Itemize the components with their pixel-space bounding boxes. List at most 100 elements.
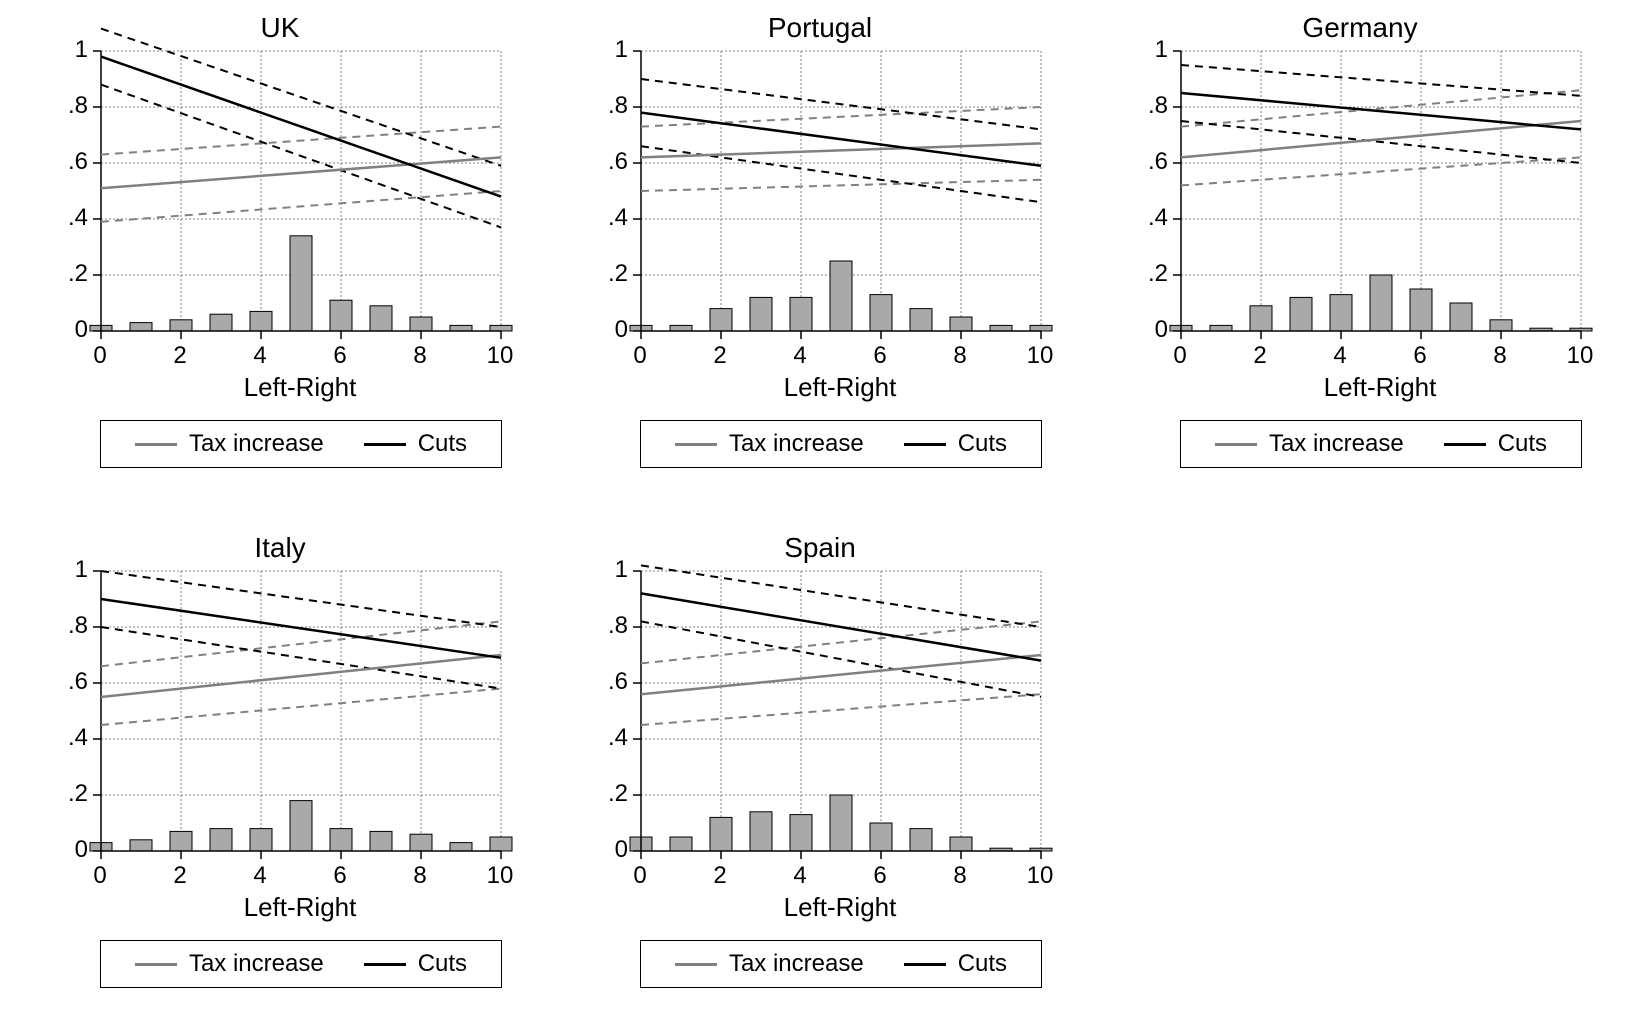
tax-line bbox=[101, 655, 501, 697]
ytick-label: 1 bbox=[615, 556, 628, 584]
hist-bar bbox=[1290, 297, 1312, 331]
plot-area bbox=[1180, 50, 1582, 332]
hist-bar bbox=[1210, 325, 1232, 331]
xtick-label: 4 bbox=[245, 342, 275, 370]
hist-bar bbox=[330, 829, 352, 851]
ytick-label: 0 bbox=[615, 836, 628, 864]
xtick-label: 10 bbox=[1025, 342, 1055, 370]
xtick-label: 4 bbox=[785, 342, 815, 370]
ytick-label: 1 bbox=[75, 36, 88, 64]
hist-bar bbox=[250, 311, 272, 331]
hist-bar bbox=[950, 317, 972, 331]
hist-bar bbox=[330, 300, 352, 331]
tax-line bbox=[101, 157, 501, 188]
ytick-label: 0 bbox=[75, 836, 88, 864]
hist-bar bbox=[910, 309, 932, 331]
legend-item: Cuts bbox=[364, 950, 467, 978]
hist-bar bbox=[210, 314, 232, 331]
legend-swatch bbox=[1444, 443, 1486, 446]
legend: Tax increase Cuts bbox=[640, 940, 1042, 988]
xtick-label: 6 bbox=[1405, 342, 1435, 370]
hist-bar bbox=[130, 323, 152, 331]
panel-title: Italy bbox=[40, 532, 520, 564]
legend: Tax increaseCuts bbox=[100, 940, 502, 988]
legend-item: Tax increase bbox=[675, 950, 864, 978]
xtick-label: 6 bbox=[325, 342, 355, 370]
legend-item: Cuts bbox=[904, 430, 1007, 458]
ytick-label: 1 bbox=[1155, 36, 1168, 64]
legend-swatch bbox=[675, 443, 717, 446]
xtick-label: 6 bbox=[865, 342, 895, 370]
xtick-label: 0 bbox=[85, 862, 115, 890]
xtick-label: 2 bbox=[705, 342, 735, 370]
plot-area bbox=[100, 50, 502, 332]
hist-bar bbox=[250, 829, 272, 851]
hist-bar bbox=[710, 309, 732, 331]
legend: Tax increase Cuts bbox=[100, 420, 502, 468]
xlabel: Left-Right bbox=[100, 892, 500, 923]
legend-item: Tax increase bbox=[675, 430, 864, 458]
xlabel: Left-Right bbox=[1180, 372, 1580, 403]
hist-bar bbox=[1030, 325, 1052, 331]
xtick-label: 8 bbox=[405, 342, 435, 370]
hist-bar bbox=[990, 325, 1012, 331]
legend: Tax increase Cuts bbox=[640, 420, 1042, 468]
ytick-label: 0 bbox=[1155, 316, 1168, 344]
legend-label: Tax increase bbox=[189, 430, 324, 458]
xtick-label: 6 bbox=[865, 862, 895, 890]
legend-item: Cuts bbox=[904, 950, 1007, 978]
tax-line bbox=[641, 143, 1041, 157]
ytick-label: .4 bbox=[608, 204, 628, 232]
legend-label: Cuts bbox=[418, 950, 467, 978]
hist-bar bbox=[490, 837, 512, 851]
ytick-label: .6 bbox=[608, 668, 628, 696]
xtick-label: 0 bbox=[85, 342, 115, 370]
legend-item: Tax increase bbox=[135, 430, 324, 458]
plot-area bbox=[100, 570, 502, 852]
ytick-label: .8 bbox=[68, 92, 88, 120]
legend-label: Tax increase bbox=[729, 430, 864, 458]
hist-bar bbox=[1410, 289, 1432, 331]
hist-bar bbox=[170, 831, 192, 851]
ytick-label: .2 bbox=[608, 260, 628, 288]
panel-title: Portugal bbox=[580, 12, 1060, 44]
hist-bar bbox=[170, 320, 192, 331]
hist-bar bbox=[1370, 275, 1392, 331]
xtick-label: 10 bbox=[485, 342, 515, 370]
hist-bar bbox=[290, 236, 312, 331]
hist-bar bbox=[870, 295, 892, 331]
legend-label: Cuts bbox=[418, 430, 467, 458]
hist-bar bbox=[1490, 320, 1512, 331]
legend-label: Cuts bbox=[958, 430, 1007, 458]
xtick-label: 6 bbox=[325, 862, 355, 890]
hist-bar bbox=[370, 831, 392, 851]
hist-bar bbox=[1450, 303, 1472, 331]
xlabel: Left-Right bbox=[640, 892, 1040, 923]
legend-label: Cuts bbox=[1498, 430, 1547, 458]
panel-title: Spain bbox=[580, 532, 1060, 564]
figure: UK02468100.2.4.6.81Left-RightTax increas… bbox=[0, 0, 1625, 1036]
legend-swatch bbox=[135, 443, 177, 446]
ytick-label: .2 bbox=[1148, 260, 1168, 288]
legend-label: Tax increase bbox=[729, 950, 864, 978]
hist-bar bbox=[1250, 306, 1272, 331]
hist-bar bbox=[830, 261, 852, 331]
xtick-label: 2 bbox=[165, 862, 195, 890]
xtick-label: 8 bbox=[945, 862, 975, 890]
ytick-label: .2 bbox=[608, 780, 628, 808]
ytick-label: 1 bbox=[615, 36, 628, 64]
hist-bar bbox=[790, 815, 812, 851]
xtick-label: 8 bbox=[405, 862, 435, 890]
ytick-label: .8 bbox=[608, 612, 628, 640]
xtick-label: 2 bbox=[165, 342, 195, 370]
plot-area bbox=[640, 50, 1042, 332]
ytick-label: 0 bbox=[615, 316, 628, 344]
xtick-label: 0 bbox=[625, 862, 655, 890]
legend-label: Tax increase bbox=[1269, 430, 1404, 458]
hist-bar bbox=[670, 325, 692, 331]
legend-swatch bbox=[364, 443, 406, 446]
panel-portugal: Portugal02468100.2.4.6.81Left-RightTax i… bbox=[580, 10, 1060, 470]
xtick-label: 10 bbox=[1565, 342, 1595, 370]
legend-item: Cuts bbox=[1444, 430, 1547, 458]
legend-swatch bbox=[364, 963, 406, 966]
